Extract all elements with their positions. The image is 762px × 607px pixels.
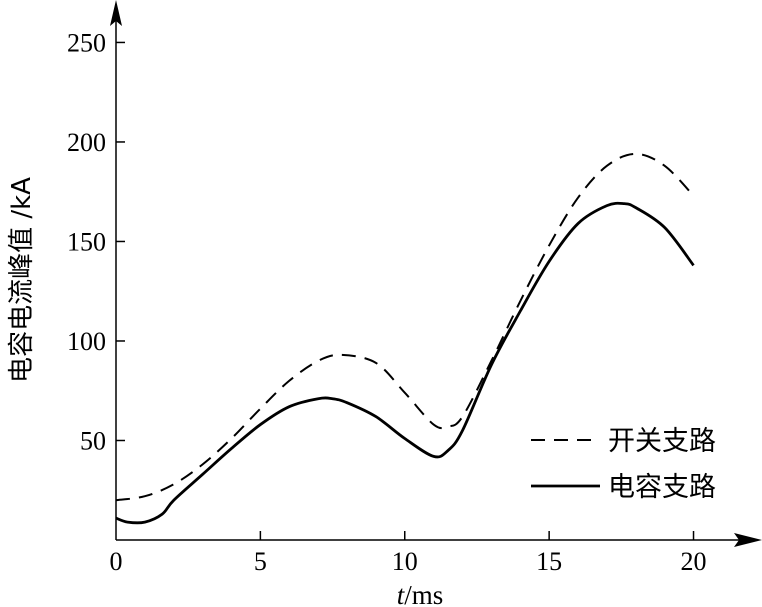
x-axis-label-var: t [397, 580, 406, 607]
x-axis-label: t/ms [397, 580, 444, 607]
y-tick-label: 50 [80, 426, 106, 455]
y-axis-label: 电容电流峰值 /kA [7, 177, 37, 383]
axes [110, 0, 762, 547]
y-tick-label: 150 [67, 227, 106, 256]
series-layer [115, 152, 695, 525]
x-tick-label: 15 [536, 547, 562, 576]
x-tick-label: 0 [110, 547, 123, 576]
y-tick-label: 250 [67, 28, 106, 57]
x-tick-label: 10 [392, 547, 418, 576]
legend-label-1: 开关支路 [608, 426, 716, 457]
y-axis-arrow [110, 0, 122, 26]
x-axis-label-unit: /ms [404, 580, 443, 607]
x-tick-label: 20 [681, 547, 707, 576]
y-tick-label: 100 [67, 327, 106, 356]
axis-ticks: 0 5 10 15 20 50 100 150 200 250 [67, 28, 707, 576]
axis-labels: 电容电流峰值 /kA t/ms [7, 177, 443, 607]
series-line-1 [115, 152, 695, 502]
x-tick-label: 5 [254, 547, 267, 576]
legend-label-2: 电容支路 [608, 472, 716, 503]
series-line-2 [115, 201, 695, 525]
x-axis-arrow [734, 533, 762, 547]
y-tick-label: 200 [67, 128, 106, 157]
